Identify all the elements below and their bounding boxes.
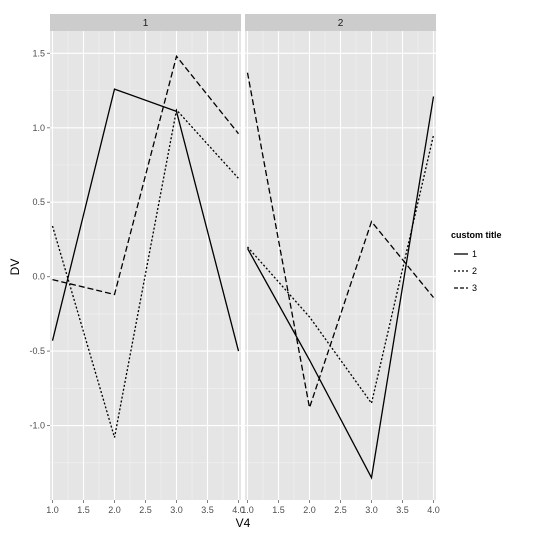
facet-strip-label: 2	[338, 18, 344, 29]
x-tick-label: 4.0	[232, 505, 245, 515]
x-tick-label: 1.0	[241, 505, 254, 515]
series-line-2	[51, 108, 239, 438]
legend-title: custom title	[451, 230, 502, 240]
x-tick-label: 1.0	[46, 505, 59, 515]
x-tick-label: 2.0	[303, 505, 316, 515]
x-tick-label: 1.5	[272, 505, 285, 515]
y-tick-label: 0.0	[32, 272, 45, 282]
legend-label-1: 1	[472, 249, 477, 259]
series-line-1	[51, 88, 240, 352]
legend-label-3: 3	[472, 283, 477, 293]
x-tick-label: 2.0	[108, 505, 121, 515]
series-line-3	[246, 72, 435, 408]
legend: custom title 1 2 3	[451, 230, 502, 293]
x-tick-label: 3.5	[396, 505, 409, 515]
x-tick-label: 3.0	[170, 505, 183, 515]
facet-strip	[50, 14, 241, 31]
y-tick-label: 1.5	[32, 48, 45, 58]
x-tick-label: 3.0	[365, 505, 378, 515]
x-tick-label: 2.5	[139, 505, 152, 515]
y-tick-label: -0.5	[29, 346, 45, 356]
x-tick-label: 1.5	[77, 505, 90, 515]
y-tick-label: 0.5	[32, 197, 45, 207]
series-line-3	[52, 54, 240, 296]
axes: 1.0 1.5 2.0 2.5 3.0 3.5 4.01.0 1.5 2.0 2.5 3.0 3.5 4…	[29, 48, 439, 515]
series-line-1	[246, 96, 435, 480]
facet-strip-label: 1	[143, 18, 149, 29]
legend-label-2: 2	[472, 266, 477, 276]
facet-panel-2: 2	[245, 14, 436, 500]
facet-strip	[245, 14, 436, 31]
x-axis-title: V4	[236, 516, 251, 530]
y-axis-title: DV	[8, 259, 22, 276]
facet-panel-1: 1	[50, 14, 241, 500]
x-tick-label: 3.5	[201, 505, 214, 515]
y-tick-label: -1.0	[29, 421, 45, 431]
y-tick-label: 1.0	[32, 123, 45, 133]
series-line-2	[247, 135, 435, 405]
x-tick-label: 4.0	[427, 505, 440, 515]
x-tick-label: 2.5	[334, 505, 347, 515]
